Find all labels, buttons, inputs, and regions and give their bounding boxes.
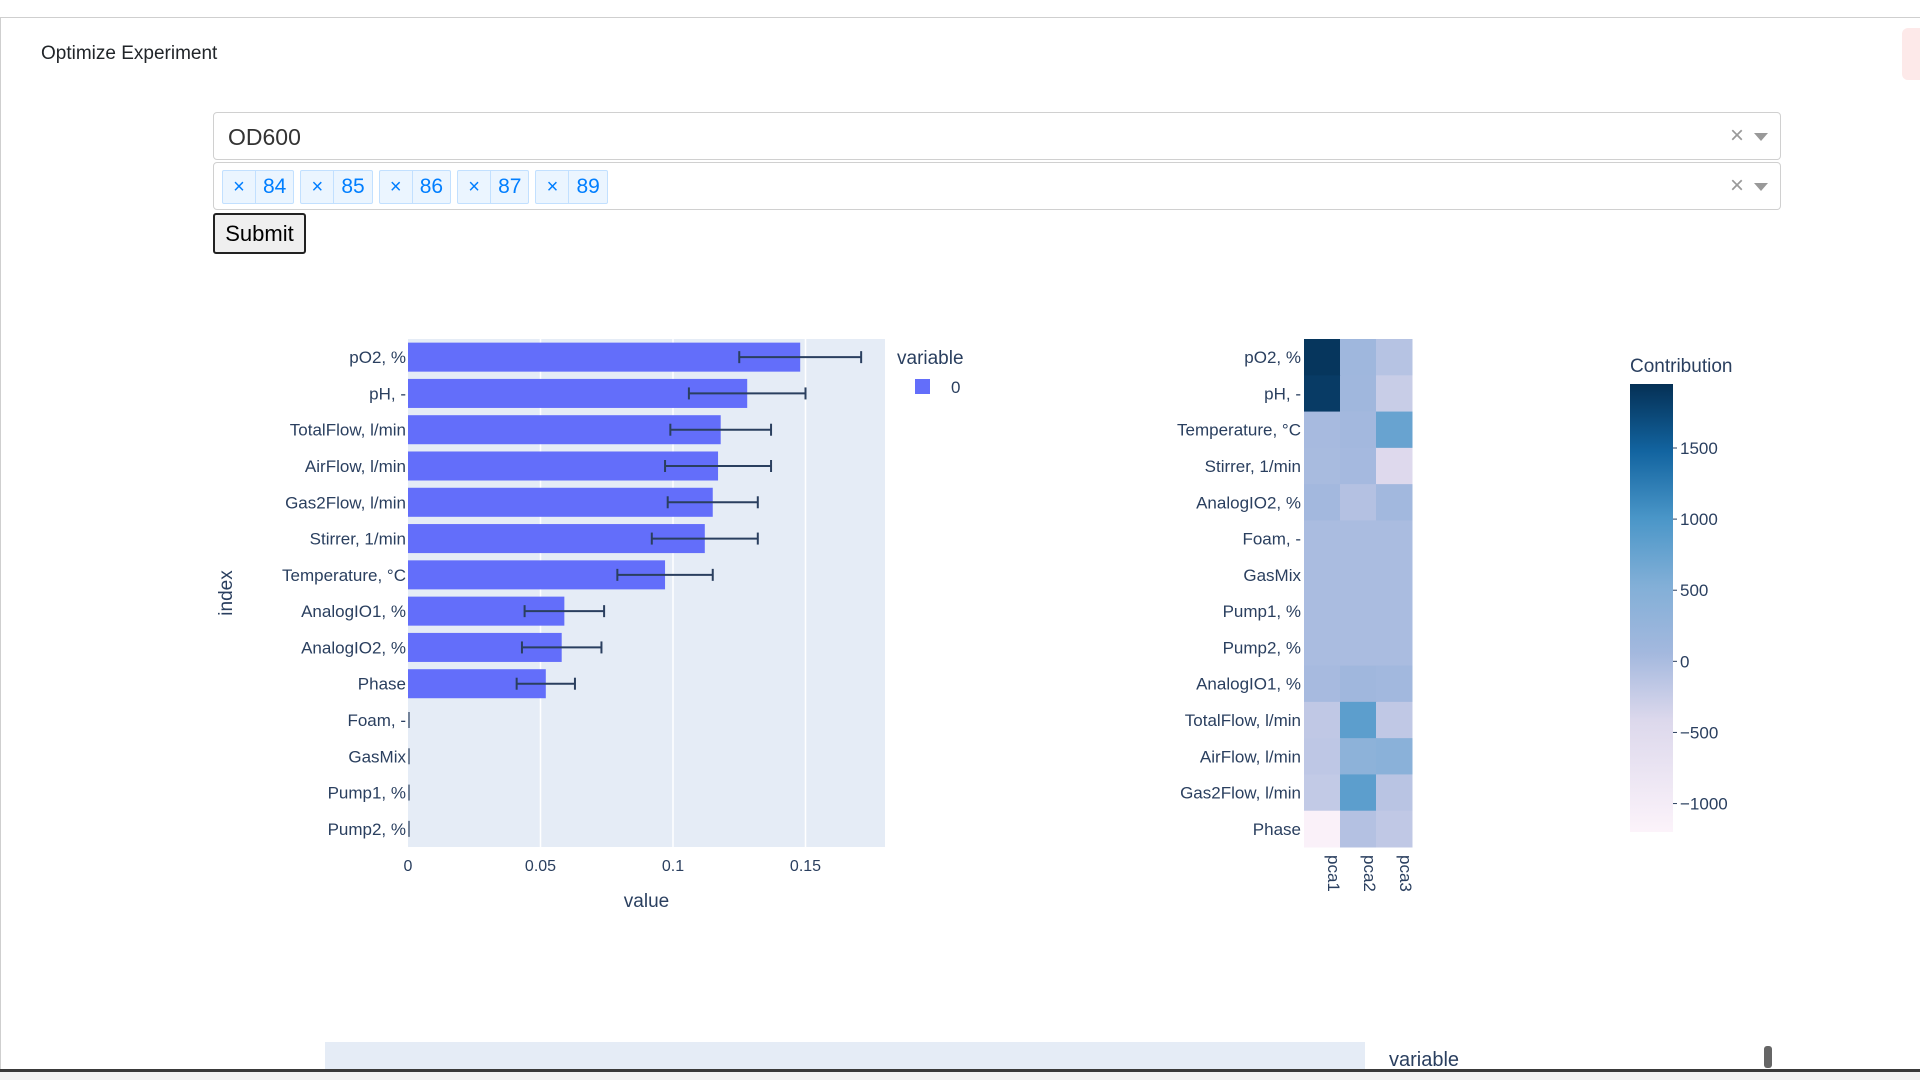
experiments-multiselect[interactable]: × 84 × 85 × 86 × 87 × 89 × <box>213 162 1781 210</box>
chevron-down-icon[interactable] <box>1754 183 1768 191</box>
selected-chips: × 84 × 85 × 86 × 87 × 89 <box>222 170 608 204</box>
scrollbar-thumb[interactable] <box>1764 1046 1772 1068</box>
chip-label: 89 <box>576 175 600 198</box>
x-tick-label: 0.05 <box>525 858 556 875</box>
remove-chip-icon[interactable]: × <box>458 171 492 203</box>
window-left-border <box>0 17 1 1071</box>
bar <box>408 487 713 517</box>
side-tab[interactable] <box>1902 28 1920 80</box>
bottom-chart-legend-title: variable <box>1389 1049 1460 1071</box>
y-tick-label: Temperature, °C <box>282 566 406 585</box>
experiment-chip: × 86 <box>378 170 452 204</box>
y-tick-label: Gas2Flow, l/min <box>285 493 406 512</box>
page-title: Optimize Experiment <box>41 43 218 64</box>
window-bottom-fill <box>0 1072 1920 1080</box>
y-tick-label: AirFlow, l/min <box>305 457 406 476</box>
y-tick-label: AnalogIO2, % <box>301 638 406 657</box>
experiment-chip: × 87 <box>457 170 530 204</box>
y-tick-label: Stirrer, 1/min <box>310 530 406 549</box>
remove-chip-icon[interactable]: × <box>380 171 413 203</box>
experiment-chip: × 89 <box>535 170 608 204</box>
remove-chip-icon[interactable]: × <box>223 171 256 203</box>
chip-label: 85 <box>341 175 365 198</box>
y-tick-label: GasMix <box>348 747 406 766</box>
window-top-border <box>0 17 1920 18</box>
x-tick-label: 0.1 <box>662 858 684 875</box>
y-tick-label: Foam, - <box>347 711 406 730</box>
y-tick-label: Pump1, % <box>328 784 406 803</box>
legend-swatch <box>915 379 930 394</box>
clear-experiments-icon[interactable]: × <box>1729 172 1744 199</box>
y-tick-label: pH, - <box>369 384 406 403</box>
remove-chip-icon[interactable]: × <box>536 171 570 203</box>
chevron-down-icon[interactable] <box>1754 133 1768 141</box>
bar <box>408 415 721 445</box>
y-tick-label: AnalogIO1, % <box>301 602 406 621</box>
experiment-chip: × 85 <box>300 170 373 204</box>
y-axis-title: index <box>216 570 237 616</box>
x-tick-label: 0 <box>404 858 413 875</box>
x-axis-title: value <box>624 891 669 912</box>
chip-label: 87 <box>498 175 522 198</box>
window-bottom-border <box>0 1069 1920 1072</box>
y-tick-label: Pump2, % <box>328 820 406 839</box>
chip-label: 84 <box>263 175 287 198</box>
chip-label: 86 <box>419 175 444 198</box>
submit-button[interactable]: Submit <box>213 213 306 254</box>
y-tick-label: pO2, % <box>349 348 406 367</box>
remove-chip-icon[interactable]: × <box>301 171 335 203</box>
experiment-chip: × 84 <box>222 170 295 204</box>
target-variable-select[interactable]: OD600 × <box>213 112 1781 160</box>
bar <box>408 342 801 372</box>
clear-target-icon[interactable]: × <box>1729 122 1744 149</box>
legend-label: 0 <box>951 378 960 397</box>
y-tick-label: TotalFlow, l/min <box>290 421 406 440</box>
legend-title: variable <box>897 348 964 369</box>
y-tick-label: Phase <box>358 675 406 694</box>
bottom-chart-plot-area <box>325 1042 1365 1069</box>
x-tick-label: 0.15 <box>790 858 821 875</box>
target-variable-value: OD600 <box>228 124 301 150</box>
feature-importance-bar-chart: 0 0.05 0.1 0.15 pO2, % pH, - TotalFlow, l/min A… <box>216 339 964 912</box>
